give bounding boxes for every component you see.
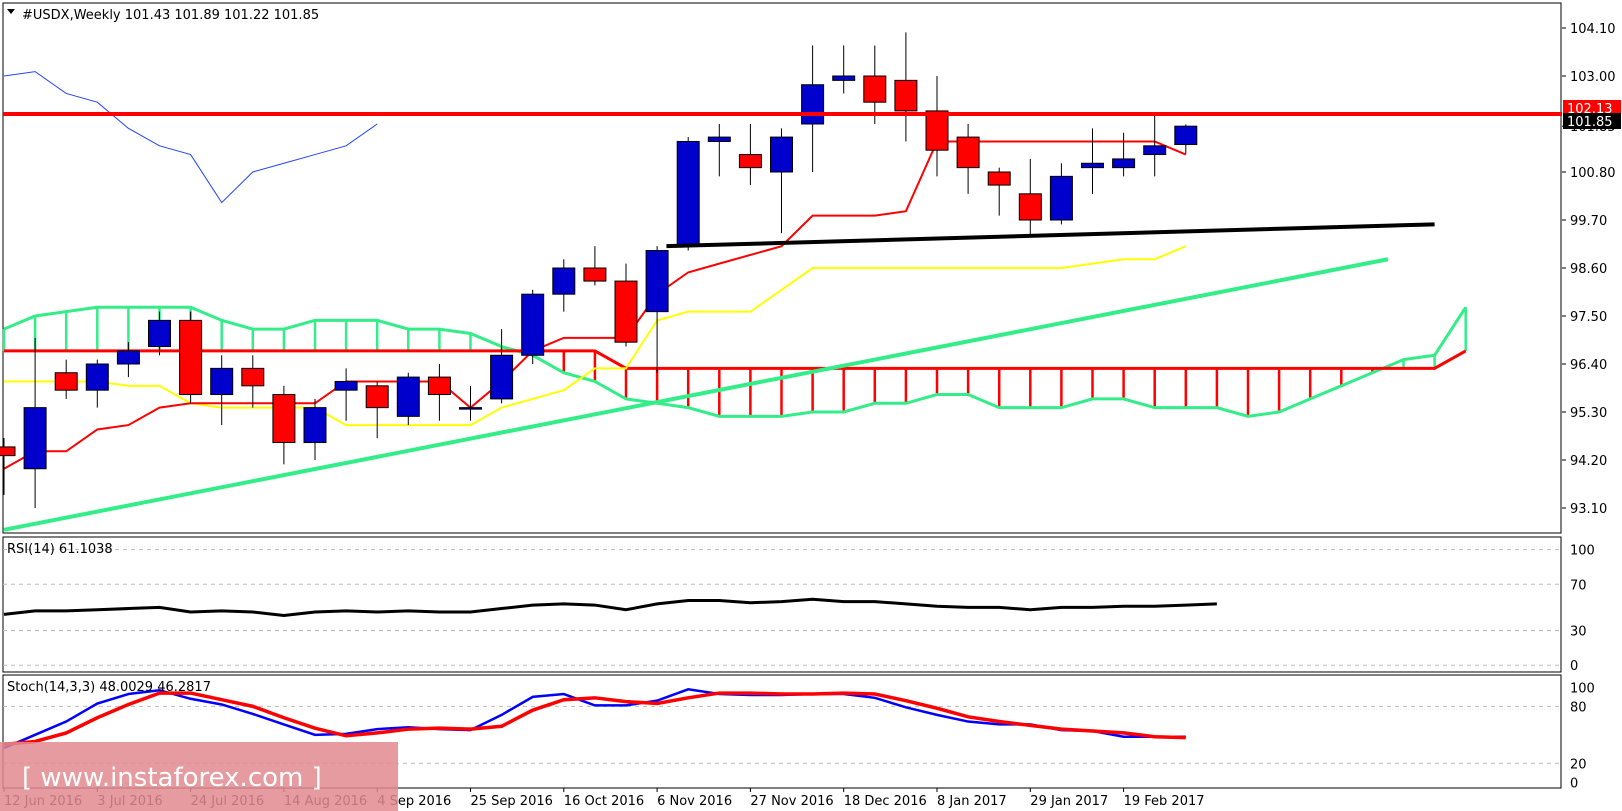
x-tick-label: 6 Nov 2016: [657, 794, 732, 809]
bull-candle: [85, 363, 109, 391]
stoch-main-line: [3, 687, 1186, 750]
rsi-grid: [3, 549, 1562, 666]
bear-candle: [894, 79, 918, 112]
bear-candle: [738, 154, 762, 169]
price-y-tick-label: 96.40: [1570, 358, 1607, 373]
senkou-span-b-line: [3, 305, 1467, 418]
rsi-y-tick-label: 30: [1570, 625, 1587, 640]
chart-header: #USDX,Weekly 101.43 101.89 101.22 101.85: [22, 8, 319, 23]
axes: 104.10 103.00 101.85 100.80 99.70 98.60 97.50 9…: [3, 22, 1616, 809]
bear-candle: [241, 367, 265, 387]
bull-candle: [552, 267, 576, 295]
stoch-plot: [3, 687, 1186, 750]
candlesticks: [0, 32, 1198, 508]
bull-candle: [459, 407, 482, 410]
bear-candle: [1018, 193, 1042, 221]
rsi-label: RSI(14) 61.1038: [7, 542, 113, 557]
stoch-y-tick-label: 0: [1570, 776, 1578, 791]
price-y-tick-label: 94.20: [1570, 454, 1607, 469]
senkou-span-a-line: [4, 349, 1467, 370]
indicator-lines: [3, 71, 1467, 470]
chikou-span-line: [3, 71, 378, 204]
rsi-panel-frame: [2, 536, 1562, 673]
rsi-plot: [3, 597, 1217, 617]
bear-candle: [956, 136, 980, 169]
bull-candle: [1049, 175, 1073, 221]
bear-candle: [0, 446, 16, 457]
stoch-y-tick-label: 80: [1570, 700, 1587, 715]
bull-candle: [334, 380, 358, 391]
bull-candle: [521, 293, 545, 356]
instaforex-watermark: [ www.instaforex.com ]: [0, 742, 398, 811]
bull-candle: [1174, 125, 1198, 146]
bull-candle: [832, 75, 856, 81]
bear-candle: [925, 110, 949, 151]
bull-candle: [23, 407, 47, 470]
bear-candle: [863, 75, 887, 103]
ascending-trend-line: [3, 257, 1389, 532]
last-price-tag: 101.85: [1563, 113, 1621, 130]
bear-candle: [614, 280, 638, 343]
bull-candle: [770, 136, 793, 173]
ichimoku-cloud: [2, 307, 1467, 417]
price-y-tick-label: 103.00: [1570, 70, 1616, 85]
stoch-y-tick-label: 100: [1570, 681, 1595, 696]
bull-candle: [303, 407, 327, 444]
bull-candle: [1143, 145, 1167, 156]
price-y-tick-label: 98.60: [1570, 262, 1607, 277]
price-y-tick-label: 95.30: [1570, 406, 1607, 421]
price-y-tick-label: 100.80: [1570, 166, 1616, 181]
rsi-y-tick-label: 100: [1570, 544, 1595, 559]
bull-candle: [148, 319, 171, 348]
bear-candle: [427, 376, 451, 396]
x-tick-label: 8 Jan 2017: [937, 794, 1007, 809]
bear-candle: [272, 394, 296, 444]
price-y-tick-label: 97.50: [1570, 310, 1607, 325]
x-tick-label: 29 Jan 2017: [1030, 794, 1108, 809]
x-tick-label: 16 Oct 2016: [564, 794, 644, 809]
rsi-y-tick-label: 0: [1570, 659, 1578, 674]
bull-candle: [1081, 162, 1104, 169]
bear-candle: [987, 171, 1011, 186]
stoch-label: Stoch(14,3,3) 48.0029 46.2817: [7, 680, 211, 695]
bull-candle: [676, 140, 700, 247]
bull-candle: [707, 136, 731, 142]
bear-candle: [179, 319, 203, 396]
bull-candle: [1112, 158, 1136, 169]
stoch-panel-frame: [2, 674, 1562, 789]
bull-candle: [801, 84, 825, 125]
trend-lines: [3, 111, 1562, 532]
collapse-triangle-icon[interactable]: [7, 9, 15, 14]
bull-candle: [490, 354, 514, 400]
rsi-line: [3, 597, 1217, 617]
x-tick-label: 27 Nov 2016: [750, 794, 833, 809]
bull-candle: [396, 376, 420, 417]
bull-candle: [210, 367, 234, 396]
kijun-line: [4, 245, 1187, 427]
support-line: [666, 222, 1435, 249]
bear-candle: [583, 267, 607, 282]
tenkan-line: [3, 140, 1187, 470]
price-y-tick-label: 104.10: [1570, 22, 1616, 37]
stoch-signal-line: [3, 691, 1186, 747]
watermark-text: [ www.instaforex.com ]: [22, 763, 322, 793]
last-price-tag-text: 101.85: [1567, 115, 1613, 130]
stoch-y-tick-label: 20: [1570, 757, 1587, 772]
bear-candle: [54, 372, 78, 391]
x-tick-label: 18 Dec 2016: [844, 794, 927, 809]
rsi-y-tick-label: 70: [1570, 578, 1587, 593]
x-tick-label: 19 Feb 2017: [1124, 794, 1205, 809]
bull-candle: [116, 350, 140, 365]
bear-candle: [365, 385, 389, 409]
x-tick-label: 25 Sep 2016: [471, 794, 553, 809]
price-panel-frame: [2, 2, 1562, 534]
bull-candle: [645, 250, 669, 313]
price-y-tick-label: 99.70: [1570, 214, 1607, 229]
price-y-tick-label: 93.10: [1570, 502, 1607, 517]
